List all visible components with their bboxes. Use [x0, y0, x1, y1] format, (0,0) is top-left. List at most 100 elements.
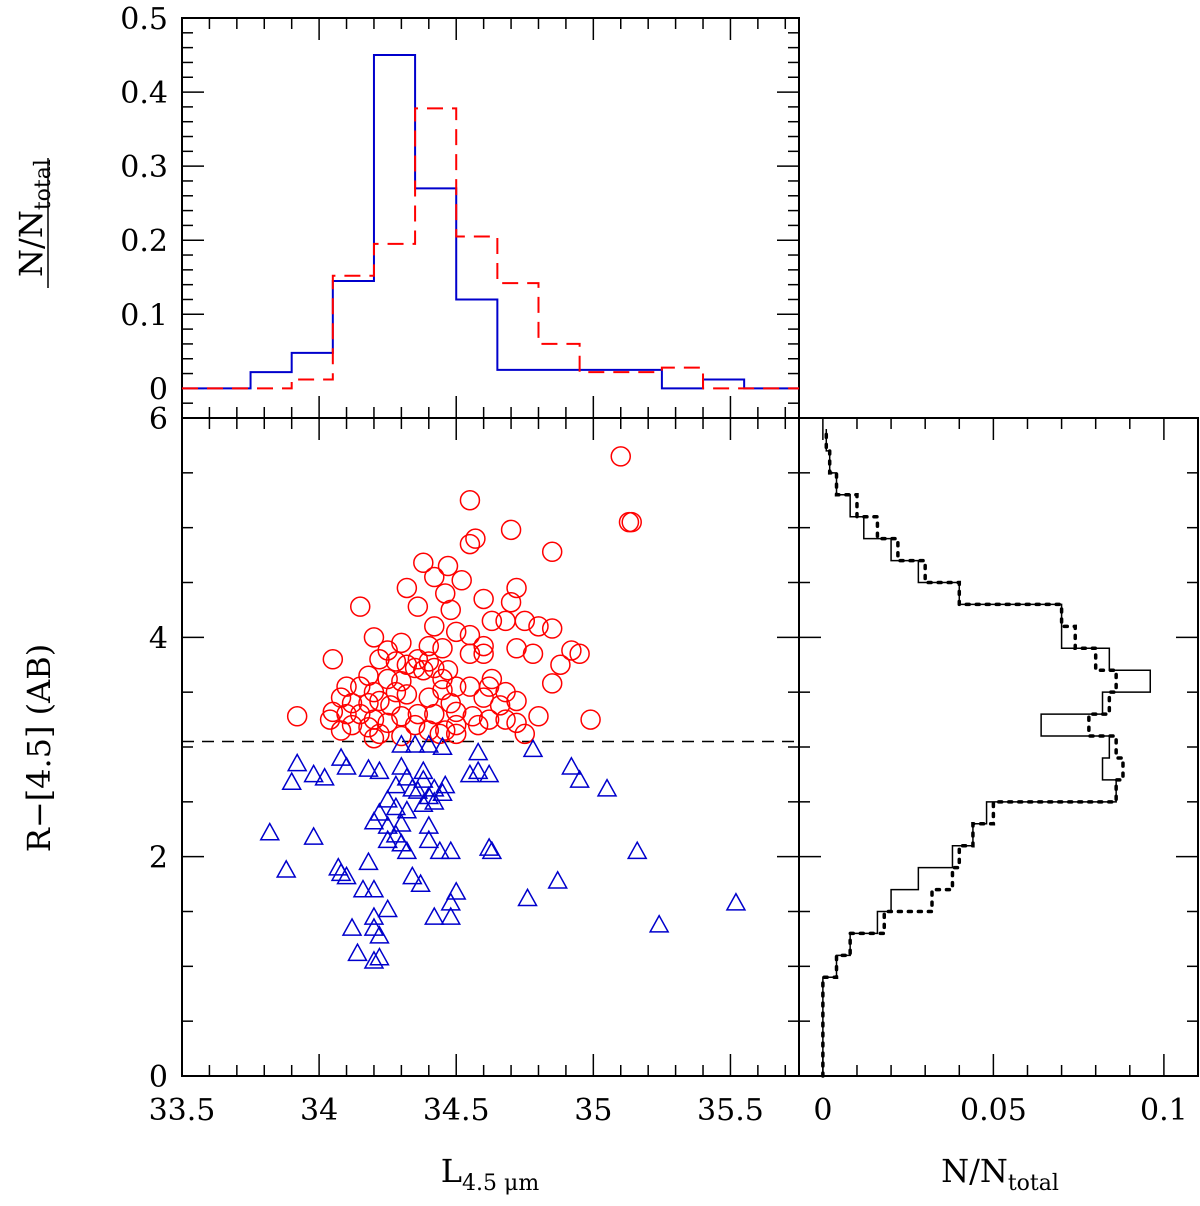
red-circle-point — [495, 610, 516, 632]
blue-triangle-point — [377, 898, 398, 918]
red-circle-point — [459, 533, 481, 555]
red-circle-point — [369, 690, 390, 712]
scatter-xtick-label: 35.5 — [697, 1093, 764, 1128]
blue-triangle-point — [330, 862, 352, 882]
scatter-ytick-label: 2 — [149, 841, 168, 876]
right-histogram-ticks: 0 0.05 0.1 — [799, 417, 1198, 1128]
red-circle-point — [418, 635, 440, 657]
blue-triangle-point — [561, 756, 582, 775]
red-circle-point — [432, 638, 453, 659]
blue-triangle-point — [596, 778, 618, 797]
blue-triangle-point — [377, 829, 398, 849]
right-histogram-series — [821, 427, 1152, 1078]
blue-triangle-point — [440, 840, 462, 860]
blue-triangle-point — [407, 780, 429, 799]
blue-triangle-point — [385, 774, 407, 794]
blue-triangle-point — [626, 840, 648, 860]
red-circle-point — [418, 651, 440, 672]
red-circle-point — [358, 717, 379, 738]
blue-triangle-point — [418, 815, 440, 834]
red-circle-point — [396, 577, 418, 599]
red-circle-point — [369, 723, 390, 745]
top-ytick-label: 0.2 — [120, 224, 168, 259]
blue-triangle-point — [424, 791, 445, 810]
red-circle-point — [541, 618, 563, 639]
red-circle-point — [341, 714, 363, 736]
blue-triangle-point — [369, 925, 390, 944]
red-circle-point — [514, 610, 536, 632]
red-circle-point — [391, 725, 412, 747]
red-circle-point — [459, 624, 481, 646]
blue-triangle-point — [391, 734, 412, 753]
blue-triangle-point — [330, 747, 352, 766]
red-circle-point — [481, 610, 503, 632]
blue-triangle-point — [369, 947, 390, 966]
blue-triangle-point — [404, 734, 426, 753]
blue-triangle-point — [429, 840, 451, 860]
scatter-series — [259, 446, 747, 969]
blue-triangle-point — [377, 789, 398, 808]
scatter-ytick-label: 0 — [149, 1060, 168, 1095]
scatter-frame — [181, 417, 800, 1077]
blue-triangle-point — [440, 892, 462, 911]
red-circle-point — [363, 727, 385, 749]
blue-triangle-point — [478, 763, 500, 783]
red-circle-point — [522, 643, 544, 665]
red-circle-point — [445, 723, 467, 745]
red-circle-point — [465, 528, 486, 549]
red-circle-point — [380, 695, 401, 716]
right-histogram-panel: 0 0.05 0.1 N/Ntotal — [798, 417, 1199, 1196]
blue-triangle-point — [432, 782, 453, 802]
blue-triangle-point — [391, 813, 412, 832]
blue-triangle-point — [522, 738, 544, 758]
red-circle-point — [432, 679, 453, 701]
right-xtick-label: 0.05 — [960, 1093, 1027, 1128]
red-circle-point — [528, 616, 549, 637]
red-circle-point — [435, 720, 456, 741]
red-circle-point — [319, 709, 341, 730]
blue-triangle-point — [569, 769, 590, 788]
top-histogram-ticks: 0.5 0.4 0.3 0.2 0.1 06 — [120, 2, 799, 437]
red-circle-point — [286, 706, 308, 727]
blue-triangle-point — [363, 811, 385, 830]
top-histogram-frame — [181, 17, 800, 419]
red-circle-point — [445, 714, 467, 736]
blue-triangle-point — [410, 873, 431, 893]
blue-triangle-point — [440, 906, 462, 925]
red-circle-point — [341, 692, 363, 714]
red-circle-point — [445, 621, 467, 643]
blue-triangle-point — [363, 950, 385, 969]
red-circle-point — [473, 687, 494, 708]
red-circle-point — [322, 649, 344, 670]
blue-triangle-point — [418, 829, 440, 849]
blue-triangle-point — [459, 763, 481, 783]
blue-triangle-point — [341, 917, 363, 936]
red-circle-point — [561, 640, 582, 661]
red-circle-point — [500, 519, 522, 541]
red-circle-point — [424, 657, 445, 679]
red-circle-point — [349, 596, 371, 617]
blue-triangle-point — [402, 865, 423, 885]
top-ytick-label: 0.3 — [120, 150, 168, 185]
blue-triangle-point — [352, 879, 374, 898]
blue-triangle-point — [303, 763, 324, 783]
red-circle-point — [385, 651, 407, 672]
right-hist-solid-series — [822, 428, 1152, 1076]
red-circle-point — [473, 588, 494, 610]
red-circle-point — [459, 676, 481, 697]
red-circle-point — [440, 599, 461, 621]
top-ytick-label: 0.4 — [120, 76, 168, 111]
blue-triangle-point — [467, 741, 489, 761]
scatter-ticks: 4 2 033.5 34 34.5 35 35.5 — [149, 417, 799, 1128]
red-circle-point — [418, 720, 440, 741]
blue-triangle-point — [434, 774, 456, 794]
red-circle-point — [330, 720, 352, 741]
blue-triangle-point — [286, 752, 308, 772]
top-hist-red-series — [182, 107, 799, 390]
red-circle-point — [621, 511, 642, 533]
red-circle-point — [473, 643, 494, 665]
scatter-ylabel: R−[4.5] (AB) — [20, 644, 58, 853]
red-circle-point — [489, 695, 511, 716]
red-circle-point — [506, 712, 527, 734]
